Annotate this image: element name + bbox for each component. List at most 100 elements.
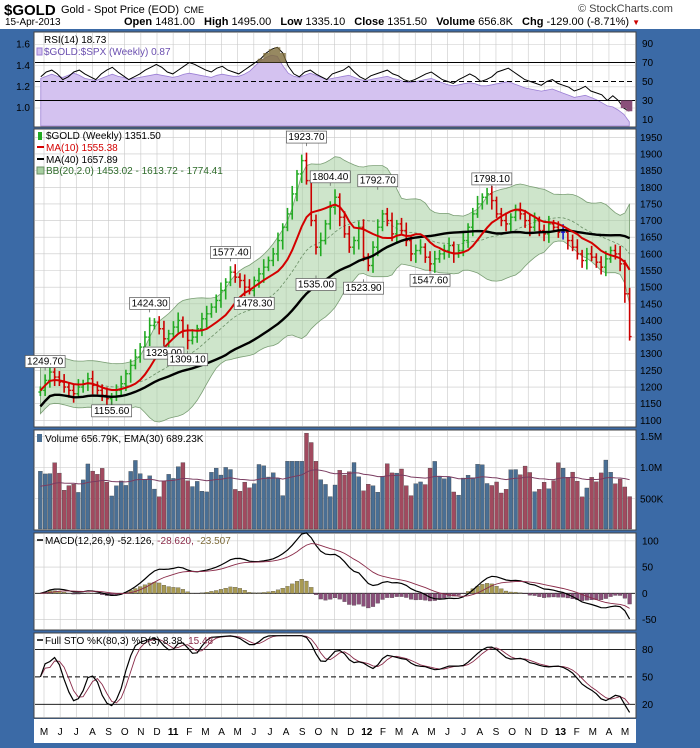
macd-histogram-bar [337,593,342,600]
price-y-tick: 1900 [640,149,663,160]
volume-bar [423,484,428,530]
macd-line [40,532,631,620]
volume-bar [575,480,580,530]
price-bar [71,384,76,403]
high-value: 1495.00 [231,16,272,28]
price-bar [204,305,209,328]
volume-y-tick: 500K [640,494,664,505]
volume-bar [114,485,119,530]
x-tick-label: J [251,727,256,738]
price-bar [485,187,490,205]
macd-histogram-bar [332,593,338,599]
macd-histogram-bar [627,593,632,605]
volume-bar [518,474,523,530]
volume-bar [133,460,138,530]
volume-bar [598,472,604,530]
x-tick-label: D [347,727,354,738]
price-bar [480,193,485,210]
price-annotation: 1547.60 [412,275,449,286]
x-tick-label: J [267,727,272,738]
annotation-box [471,172,513,186]
bb-middle-line [40,217,630,391]
volume-bar [275,477,281,530]
macd-histogram-bar [252,592,257,594]
price-bar [57,371,62,387]
annotation-box [286,130,327,144]
volume-bar [503,489,509,530]
volume-bar [47,473,53,530]
price-bar [466,223,471,248]
volume-bar [380,476,385,530]
macd-histogram-bar [256,592,261,594]
volume-bar [233,489,238,530]
ma40-legend: MA(40) 1657.89 [46,155,118,166]
price-bar [280,223,285,250]
macd-histogram-bar [275,589,281,594]
price-bar [285,207,290,232]
volume-legend-swatch [37,434,42,442]
macd-y-tick: 50 [642,563,654,574]
x-tick-label: F [574,727,580,738]
volume-bar [199,491,205,530]
volume-bar [242,481,247,530]
price-annotation: 1798.10 [474,174,511,185]
macd-histogram-bar [442,593,447,599]
ratio-y-tick: 1.4 [16,61,30,72]
price-bar [152,318,157,330]
volume-bar [157,496,162,530]
ratio-legend-swatch [36,47,43,56]
volume-bar [385,463,390,530]
macd-histogram-bar [399,593,404,597]
volume-bar [294,461,300,530]
macd-histogram-bar [546,593,551,598]
volume-bar [361,490,366,530]
price-bar [489,185,494,210]
macd-histogram-bar [323,593,328,601]
volume-bar [71,484,76,530]
price-bar [603,250,608,277]
x-tick-label: J [445,727,450,738]
price-bar [176,312,181,333]
volume-y-tick: 1.5M [640,432,662,443]
price-bar [337,193,342,227]
macd-histogram-bar [542,593,547,598]
price-bar [622,259,627,303]
annotation-box [343,281,384,295]
price-bar [318,232,323,257]
macd-y-tick: -50 [642,615,657,626]
macd-histogram-bar [622,593,627,599]
price-bar [375,219,380,257]
x-tick-label: A [283,727,290,738]
macd-histogram-bar [413,593,418,601]
price-bar [494,196,499,218]
x-tick-label: M [395,727,403,738]
price-annotation: 1523.90 [345,283,382,294]
price-legend-swatch [38,132,42,140]
price-bar [233,264,238,283]
volume-bar [180,462,186,530]
price-bar [432,250,437,273]
volume-bar [123,485,129,530]
macd-histogram-bar [304,580,309,594]
volume-label: Volume [436,16,476,28]
volume-bar [152,488,157,530]
macd-histogram-bar [518,592,523,594]
volume-bar [176,466,181,530]
price-bar [333,189,337,215]
macd-histogram-bar [494,586,499,594]
macd-histogram-bar [152,581,157,594]
price-y-tick: 1150 [640,399,662,410]
volume-bar [461,477,466,530]
annotation-box [210,246,251,259]
macd-histogram-bar [266,591,271,594]
volume-bar [266,476,271,530]
volume-bar [138,473,143,530]
exchange-label: CME [184,5,204,15]
price-legend-main: $GOLD (Weekly) 1351.50 [46,131,161,142]
macd-legend-part: -28.620, [157,536,194,547]
x-axis-strip [34,719,636,743]
volume-y-tick: 1.0M [640,463,662,474]
price-bar [275,232,280,262]
volume-bar [366,484,371,530]
annotation-box [309,170,351,184]
